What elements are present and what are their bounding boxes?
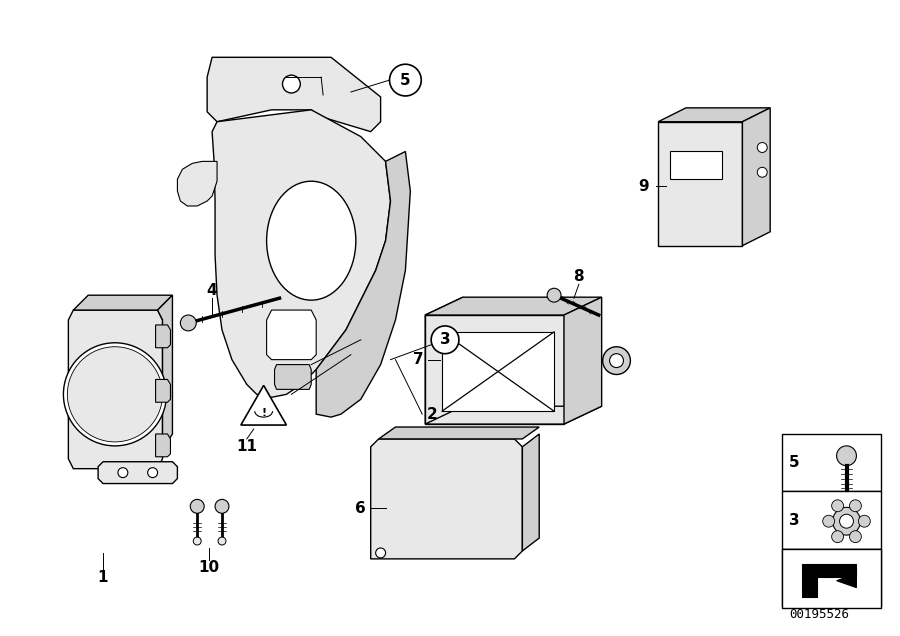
Polygon shape [212, 110, 391, 398]
Polygon shape [442, 332, 554, 411]
Circle shape [757, 167, 767, 177]
Text: 10: 10 [199, 560, 220, 576]
Polygon shape [425, 406, 602, 424]
Polygon shape [658, 121, 742, 245]
Polygon shape [177, 162, 217, 206]
Bar [782, 434, 881, 492]
Text: 3: 3 [440, 332, 450, 347]
Polygon shape [241, 385, 286, 425]
Text: 2: 2 [427, 406, 437, 422]
Text: 00195526: 00195526 [788, 608, 849, 621]
Text: 5: 5 [400, 73, 410, 88]
Circle shape [194, 537, 202, 545]
Text: 3: 3 [788, 513, 799, 528]
Polygon shape [316, 151, 410, 417]
Circle shape [609, 354, 624, 368]
Circle shape [218, 537, 226, 545]
Circle shape [190, 499, 204, 513]
Circle shape [837, 446, 857, 466]
Text: 1: 1 [98, 570, 108, 585]
Polygon shape [564, 297, 602, 424]
Polygon shape [266, 310, 316, 359]
Circle shape [832, 500, 843, 512]
Polygon shape [522, 434, 539, 551]
Polygon shape [425, 297, 602, 315]
Circle shape [148, 467, 157, 478]
Polygon shape [658, 108, 770, 121]
Polygon shape [156, 380, 170, 402]
Text: 5: 5 [788, 455, 799, 470]
Circle shape [859, 515, 870, 527]
Circle shape [850, 500, 861, 512]
Polygon shape [802, 564, 857, 597]
Polygon shape [156, 434, 170, 457]
Polygon shape [158, 295, 173, 449]
Circle shape [283, 75, 301, 93]
Circle shape [832, 530, 843, 543]
Polygon shape [98, 462, 177, 483]
Circle shape [63, 343, 166, 446]
Polygon shape [425, 315, 564, 424]
Circle shape [832, 508, 860, 535]
Polygon shape [156, 325, 170, 348]
Polygon shape [379, 427, 539, 439]
Circle shape [215, 499, 229, 513]
Polygon shape [274, 364, 311, 389]
Polygon shape [73, 295, 173, 310]
Text: 4: 4 [207, 283, 218, 298]
Circle shape [603, 347, 630, 375]
Circle shape [547, 288, 561, 302]
Text: !: ! [261, 408, 266, 418]
Circle shape [431, 326, 459, 354]
Polygon shape [425, 297, 463, 424]
Polygon shape [837, 574, 857, 588]
Bar [782, 549, 881, 607]
Polygon shape [68, 310, 163, 469]
Text: 9: 9 [638, 179, 649, 193]
Polygon shape [371, 439, 522, 559]
Circle shape [118, 467, 128, 478]
Bar [670, 151, 722, 179]
Bar [782, 492, 881, 549]
Bar [782, 549, 881, 609]
Circle shape [823, 515, 834, 527]
Polygon shape [742, 108, 770, 245]
Circle shape [850, 530, 861, 543]
Polygon shape [207, 57, 381, 132]
Text: 8: 8 [573, 269, 584, 284]
Circle shape [375, 548, 385, 558]
Ellipse shape [266, 181, 356, 300]
Circle shape [757, 142, 767, 153]
Circle shape [68, 347, 163, 442]
Text: 7: 7 [413, 352, 424, 367]
Text: 11: 11 [237, 439, 257, 454]
Text: 6: 6 [356, 501, 366, 516]
Circle shape [390, 64, 421, 96]
Circle shape [180, 315, 196, 331]
Circle shape [840, 515, 853, 528]
